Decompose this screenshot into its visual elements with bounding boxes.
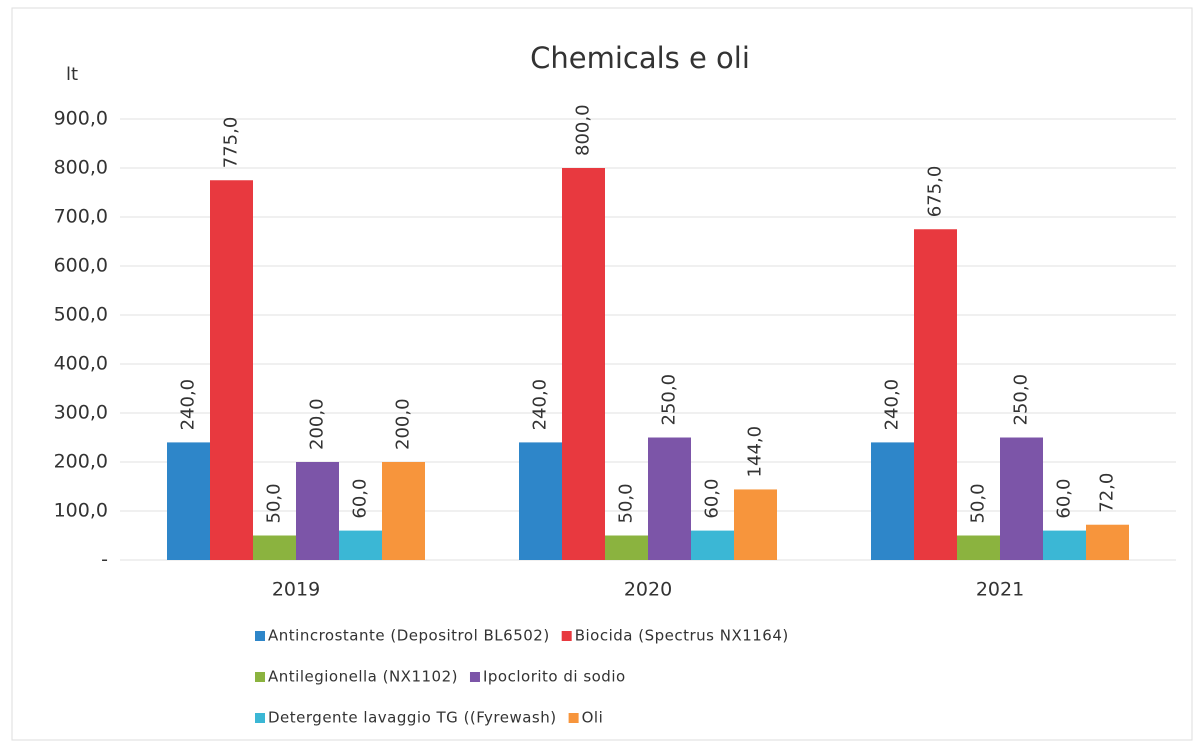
bar [210, 180, 253, 560]
data-label: 60,0 [350, 479, 371, 519]
legend-swatch [255, 631, 265, 641]
y-tick-label: 500,0 [54, 304, 108, 326]
data-label: 60,0 [702, 479, 723, 519]
legend-swatch [568, 713, 579, 723]
legend-label: Ipoclorito di sodio [483, 668, 626, 686]
data-label: 200,0 [393, 398, 414, 450]
y-tick-label: - [101, 549, 108, 571]
legend-swatch [469, 672, 480, 682]
y-tick-label: 700,0 [54, 206, 108, 228]
chart-title: Chemicals e oli [530, 41, 750, 75]
legend-label: Detergente lavaggio TG ((Fyrewash) [268, 709, 557, 727]
data-label: 240,0 [530, 379, 551, 431]
y-tick-label: 200,0 [54, 451, 108, 473]
bar [1043, 530, 1086, 560]
y-axis-label: lt [66, 64, 78, 85]
legend-swatch [255, 713, 265, 723]
x-tick-label: 2020 [624, 579, 672, 601]
bar [871, 442, 914, 560]
bar [519, 442, 562, 560]
bar [957, 535, 1000, 560]
data-label: 50,0 [264, 483, 285, 523]
bar [562, 168, 605, 560]
data-label: 50,0 [968, 483, 989, 523]
bar [167, 442, 210, 560]
legend-swatch [561, 631, 572, 641]
y-tick-label: 800,0 [54, 157, 108, 179]
bar [648, 437, 691, 560]
x-tick-label: 2021 [976, 579, 1024, 601]
bar [914, 229, 957, 560]
data-label: 250,0 [659, 374, 680, 426]
data-label: 775,0 [221, 117, 242, 169]
bar [253, 535, 296, 560]
data-label: 72,0 [1097, 473, 1118, 513]
y-tick-label: 900,0 [54, 108, 108, 130]
bar [1000, 437, 1043, 560]
data-label: 144,0 [745, 426, 766, 478]
data-label: 60,0 [1054, 479, 1075, 519]
data-label: 250,0 [1011, 374, 1032, 426]
data-label: 240,0 [882, 379, 903, 431]
legend-label: Oli [582, 709, 604, 727]
bar [296, 462, 339, 560]
data-label: 675,0 [925, 166, 946, 218]
bar [734, 489, 777, 560]
data-label: 200,0 [307, 398, 328, 450]
data-label: 50,0 [616, 483, 637, 523]
data-label: 240,0 [178, 379, 199, 431]
bar [382, 462, 425, 560]
bar [339, 530, 382, 560]
bar [605, 535, 648, 560]
bar [691, 530, 734, 560]
data-label: 800,0 [573, 104, 594, 156]
legend-label: Antilegionella (NX1102) [268, 668, 458, 686]
y-tick-label: 300,0 [54, 402, 108, 424]
y-tick-label: 600,0 [54, 255, 108, 277]
y-tick-label: 400,0 [54, 353, 108, 375]
legend-label: Biocida (Spectrus NX1164) [575, 627, 789, 645]
bar [1086, 524, 1129, 560]
x-tick-label: 2019 [272, 579, 320, 601]
legend-label: Antincrostante (Depositrol BL6502) [268, 627, 550, 645]
legend-swatch [255, 672, 265, 682]
y-tick-label: 100,0 [54, 500, 108, 522]
